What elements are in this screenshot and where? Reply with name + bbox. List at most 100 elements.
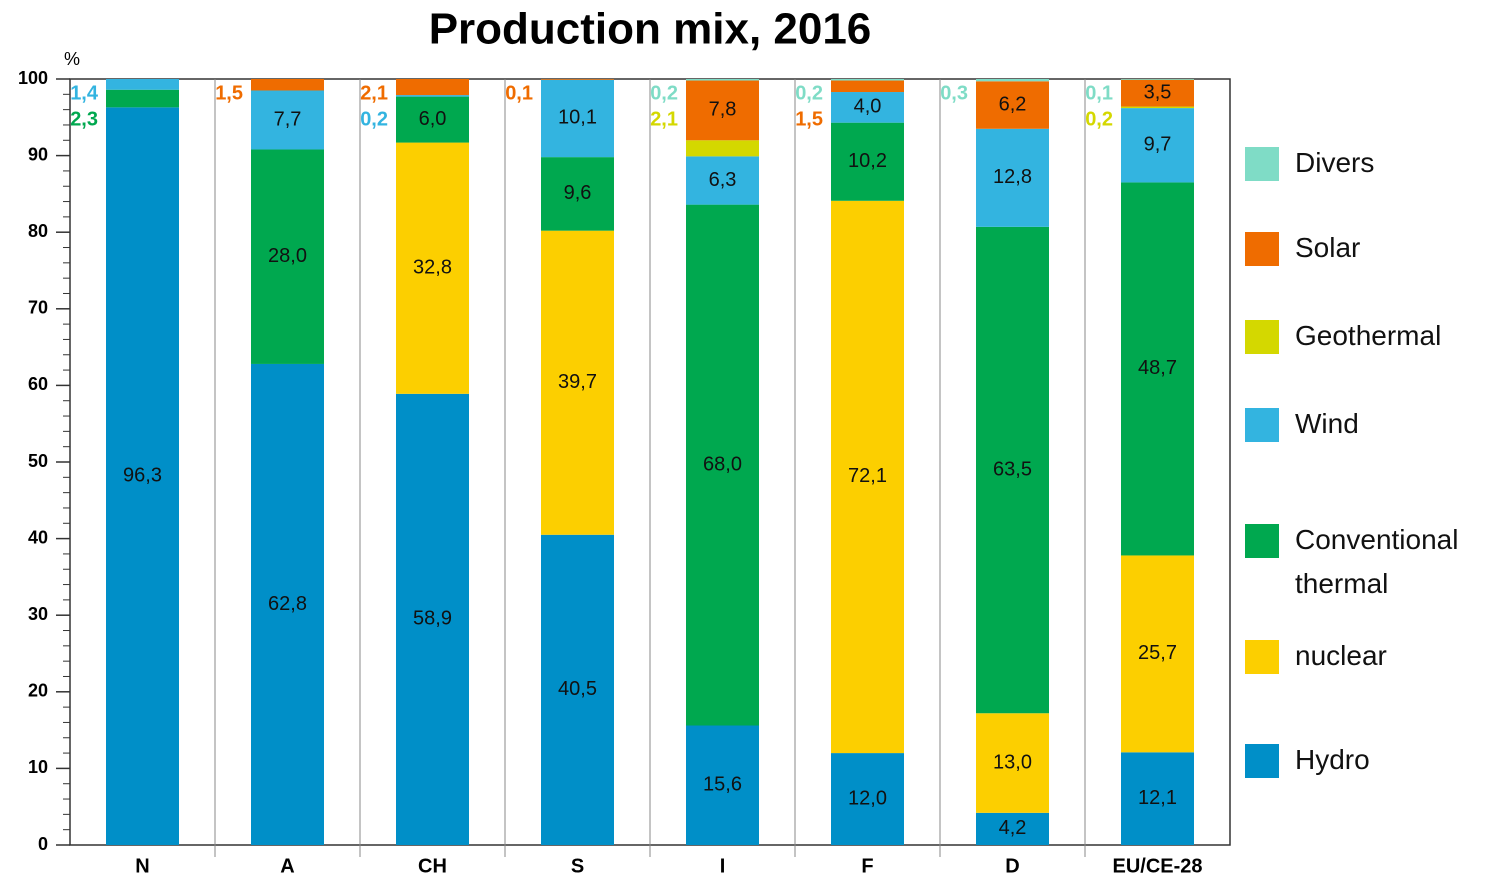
data-label: 13,0 [993, 751, 1032, 773]
data-label: 62,8 [268, 593, 307, 615]
data-label: 6,0 [419, 108, 447, 130]
bar-segment [686, 156, 759, 205]
legend-label: Solar [1295, 232, 1361, 263]
y-tick-label: 30 [28, 604, 48, 624]
bar-segment [831, 79, 904, 81]
bar-segment [106, 89, 179, 108]
data-label: 68,0 [703, 453, 742, 475]
data-label: 48,7 [1138, 357, 1177, 379]
data-label: 1,5 [795, 108, 823, 130]
data-label: 15,6 [703, 774, 742, 796]
data-label: 58,9 [413, 608, 452, 630]
legend-item: Hydro [1245, 742, 1485, 782]
data-label: 9,6 [564, 182, 592, 204]
y-tick-label: 80 [28, 221, 48, 241]
bar-segment [831, 122, 904, 201]
data-label: 7,7 [274, 108, 302, 130]
bar-segment [541, 157, 614, 231]
bar-segment [1121, 182, 1194, 556]
bar-segment [541, 79, 614, 158]
y-tick-label: 70 [28, 298, 48, 318]
data-label: 7,8 [709, 99, 737, 121]
legend-swatch [1245, 147, 1279, 181]
data-label: 1,4 [70, 82, 99, 104]
bar-segment [541, 534, 614, 845]
data-label: 96,3 [123, 464, 162, 486]
data-label: 0,1 [505, 82, 533, 104]
bar-segment [1121, 555, 1194, 753]
bar-segment [976, 812, 1049, 845]
legend-label: Wind [1295, 408, 1359, 439]
bar-segment [1121, 106, 1194, 109]
data-label: 4,2 [999, 817, 1027, 839]
bar-segment [106, 79, 179, 90]
y-tick-label: 10 [28, 757, 48, 777]
bar-segment [541, 230, 614, 535]
bar-segment [251, 90, 324, 150]
bar-segment [251, 79, 324, 91]
x-tick-label: CH [418, 855, 447, 877]
data-label: 10,2 [848, 150, 887, 172]
legend-swatch [1245, 524, 1279, 558]
legend-item: Conventional thermal [1245, 522, 1485, 606]
y-tick-label: 100 [18, 68, 48, 88]
data-label: 2,1 [360, 82, 388, 104]
y-tick-label: 20 [28, 681, 48, 701]
bar-segment [1121, 79, 1194, 107]
bar-segment [396, 95, 469, 97]
data-label: 28,0 [268, 245, 307, 267]
data-label: 40,5 [558, 678, 597, 700]
bar-segment [251, 149, 324, 364]
bar-segment [831, 753, 904, 845]
bar-segment [396, 96, 469, 143]
bar-segment [686, 725, 759, 845]
y-tick-label: 40 [28, 527, 48, 547]
data-label: 0,1 [1085, 82, 1113, 104]
data-label: 2,3 [70, 108, 98, 130]
data-label: 6,3 [709, 169, 737, 191]
bar-segment [831, 92, 904, 123]
chart-title: Production mix, 2016 [429, 5, 872, 54]
legend-label: Geothermal [1295, 320, 1442, 351]
x-tick-label: S [571, 855, 584, 877]
bar-segment [1121, 108, 1194, 183]
data-label: 2,1 [650, 108, 678, 130]
legend-label: nuclear [1295, 640, 1387, 671]
bar-segment [251, 363, 324, 845]
legend-swatch [1245, 232, 1279, 266]
data-label: 1,5 [215, 82, 243, 104]
legend-label: Conventional thermal [1295, 524, 1459, 599]
bar-segment [831, 200, 904, 754]
bar-segment [1121, 752, 1194, 845]
legend-swatch [1245, 408, 1279, 442]
x-tick-label: A [280, 855, 294, 877]
data-label: 32,8 [413, 256, 452, 278]
bar-segment [396, 393, 469, 845]
data-label: 72,1 [848, 465, 887, 487]
y-tick-label: 0 [38, 834, 48, 854]
bar-segment [686, 79, 759, 81]
y-tick-label: 60 [28, 374, 48, 394]
legend-swatch [1245, 320, 1279, 354]
x-tick-label: EU/CE-28 [1112, 855, 1202, 877]
bar-segment [686, 204, 759, 726]
data-label: 12,1 [1138, 787, 1177, 809]
legend-item: nuclear [1245, 638, 1485, 678]
data-label: 0,3 [940, 82, 968, 104]
data-label: 9,7 [1144, 134, 1172, 156]
legend-swatch [1245, 640, 1279, 674]
legend-item: Wind [1245, 406, 1485, 446]
data-label: 12,0 [848, 787, 887, 809]
bar-segment [396, 79, 469, 96]
bar-segment [976, 128, 1049, 227]
legend-item: Geothermal [1245, 318, 1485, 358]
x-tick-label: N [135, 855, 149, 877]
y-tick-label: 50 [28, 451, 48, 471]
data-label: 10,1 [558, 107, 597, 129]
data-label: 39,7 [558, 371, 597, 393]
bar-segment [976, 79, 1049, 82]
bar-segment [976, 226, 1049, 714]
data-label: 0,2 [795, 82, 823, 104]
